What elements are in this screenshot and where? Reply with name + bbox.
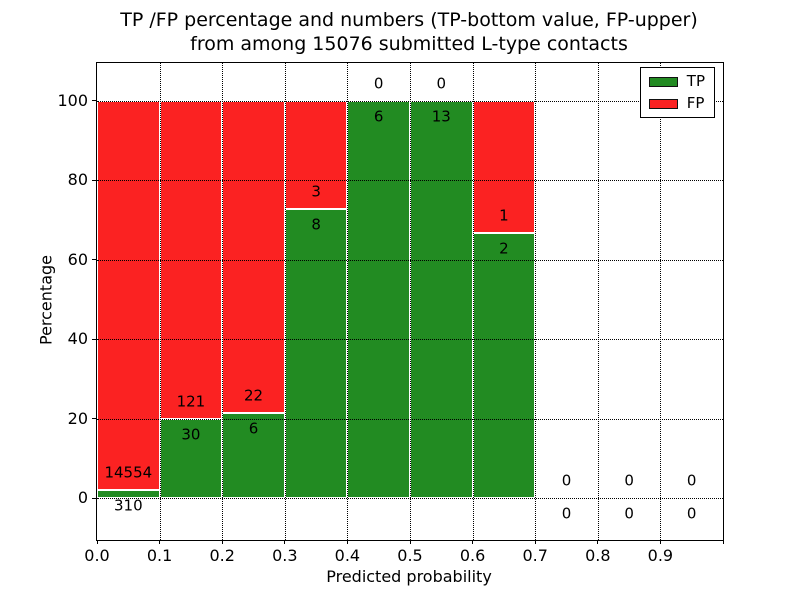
tp-swatch-icon bbox=[648, 76, 678, 87]
x-gridline bbox=[284, 63, 286, 540]
x-tick-label: 0.4 bbox=[334, 546, 361, 565]
bar-tp-segment bbox=[347, 100, 410, 499]
x-tick-mark bbox=[96, 540, 98, 544]
x-tick-mark bbox=[221, 540, 223, 544]
y-tick-mark bbox=[92, 179, 96, 181]
tp-count-label: 30 bbox=[181, 425, 201, 444]
legend-entry-fp: FP bbox=[648, 94, 705, 112]
tp-count-label: 6 bbox=[248, 419, 259, 438]
plot-area: 0.0 0.1 0.2 0.3 0.4 0.5 0.6 0.7 0.8 0.9 0 20 40 60 80 1… bbox=[57, 62, 724, 564]
x-tick-mark bbox=[597, 540, 599, 544]
fp-count-label: 0 bbox=[686, 471, 697, 490]
chart-title-line-2: from among 15076 submitted L-type contac… bbox=[190, 33, 628, 55]
fp-count-label: 14554 bbox=[104, 463, 153, 482]
fp-count-label: 0 bbox=[373, 74, 384, 93]
y-tick-mark bbox=[92, 100, 96, 102]
fp-swatch-icon bbox=[648, 98, 678, 109]
legend-label: FP bbox=[686, 94, 705, 112]
fp-count-label: 0 bbox=[436, 74, 447, 93]
tp-count-label: 6 bbox=[373, 107, 384, 126]
x-tick-label: 0.7 bbox=[522, 546, 548, 565]
x-gridline bbox=[660, 63, 662, 540]
chart-title: TP /FP percentage and numbers (TP-bottom… bbox=[96, 8, 722, 56]
bar-fp-segment bbox=[97, 100, 160, 490]
bar-tp-segment bbox=[284, 209, 348, 499]
y-tick-label: 60 bbox=[67, 249, 88, 269]
tp-count-label: 0 bbox=[624, 504, 634, 523]
x-tick-label: 0.8 bbox=[585, 546, 611, 565]
x-tick-mark bbox=[284, 540, 286, 544]
bar-fp-segment bbox=[472, 100, 536, 234]
x-tick-mark bbox=[659, 540, 661, 544]
x-tick-mark bbox=[722, 540, 724, 544]
tp-count-label: 13 bbox=[431, 107, 451, 126]
x-tick-mark bbox=[534, 540, 536, 544]
x-gridline bbox=[597, 63, 599, 540]
y-tick-mark bbox=[92, 338, 96, 340]
bar-fp-segment bbox=[222, 100, 285, 414]
fp-count-label: 0 bbox=[624, 471, 634, 490]
tp-count-label: 0 bbox=[686, 504, 697, 523]
tp-count-label: 8 bbox=[311, 215, 321, 234]
bar-tp-segment bbox=[472, 233, 536, 499]
legend-label: TP bbox=[686, 72, 705, 90]
fp-count-label: 121 bbox=[176, 392, 206, 411]
fp-count-label: 1 bbox=[499, 206, 509, 225]
bar-tp-segment bbox=[97, 489, 160, 499]
y-tick-label: 100 bbox=[57, 90, 88, 110]
x-axis-label: Predicted probability bbox=[326, 567, 492, 586]
x-tick-mark bbox=[472, 540, 474, 544]
x-tick-label: 0.6 bbox=[459, 546, 486, 565]
y-tick-mark bbox=[92, 418, 96, 420]
bar-fp-segment bbox=[284, 100, 348, 210]
tp-count-label: 310 bbox=[113, 496, 143, 515]
x-gridline bbox=[222, 63, 224, 540]
x-gridline bbox=[347, 63, 349, 540]
y-axis-label: Percentage bbox=[36, 254, 56, 346]
x-tick-label: 0.9 bbox=[647, 546, 674, 565]
fp-count-label: 0 bbox=[561, 471, 572, 490]
y-tick-label: 0 bbox=[77, 488, 88, 508]
x-gridline bbox=[410, 63, 411, 540]
x-gridline bbox=[159, 63, 161, 540]
tp-count-label: 0 bbox=[561, 504, 572, 523]
bar-tp-segment bbox=[222, 413, 285, 499]
x-gridline bbox=[535, 63, 537, 540]
x-tick-label: 0.0 bbox=[84, 546, 110, 565]
x-tick-label: 0.3 bbox=[272, 546, 298, 565]
bar-tp-segment bbox=[410, 100, 473, 499]
y-tick-label: 80 bbox=[67, 170, 88, 190]
y-tick-mark bbox=[92, 259, 96, 261]
y-tick-mark bbox=[92, 497, 96, 499]
x-tick-label: 0.2 bbox=[209, 546, 235, 565]
tp-count-label: 2 bbox=[499, 239, 509, 258]
fp-count-label: 22 bbox=[243, 386, 264, 405]
x-gridline bbox=[472, 63, 474, 540]
fp-count-label: 3 bbox=[311, 182, 321, 201]
y-tick-label: 20 bbox=[67, 408, 88, 428]
legend: TP FP bbox=[639, 67, 715, 118]
y-tick-label: 40 bbox=[67, 329, 88, 349]
x-tick-label: 0.5 bbox=[397, 546, 423, 565]
x-tick-mark bbox=[409, 540, 411, 544]
x-tick-mark bbox=[159, 540, 161, 544]
x-tick-mark bbox=[346, 540, 348, 544]
x-tick-label: 0.1 bbox=[146, 546, 173, 565]
legend-entry-tp: TP bbox=[648, 72, 705, 90]
chart-title-line-1: TP /FP percentage and numbers (TP-bottom… bbox=[120, 9, 698, 31]
